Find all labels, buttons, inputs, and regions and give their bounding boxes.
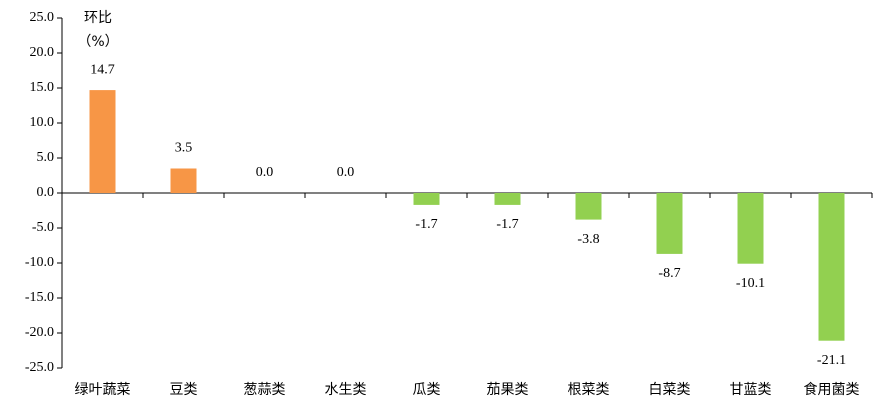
y-tick-label: -5.0	[32, 220, 54, 235]
y-tick-label: -20.0	[25, 325, 54, 340]
x-tick-label: 茄果类	[487, 381, 529, 398]
x-tick-label: 绿叶蔬菜	[75, 382, 131, 398]
bar	[494, 193, 521, 205]
value-label: -8.7	[658, 266, 680, 281]
y-tick-label: 15.0	[30, 80, 55, 95]
value-label: -10.1	[736, 276, 765, 291]
x-tick-label: 白菜类	[649, 382, 691, 398]
x-tick-label: 甘蓝类	[730, 382, 772, 398]
value-label: 0.0	[256, 165, 274, 180]
y-axis-title: 环比	[84, 10, 112, 26]
bar	[737, 193, 764, 264]
x-tick-label: 葱蒜类	[244, 382, 286, 398]
y-tick-label: -10.0	[25, 255, 54, 270]
bar	[575, 193, 602, 220]
x-tick-label: 水生类	[325, 382, 367, 398]
y-tick-label: 5.0	[37, 150, 55, 165]
x-tick-label: 豆类	[170, 382, 198, 398]
y-tick-label: 0.0	[37, 185, 55, 200]
value-label: -1.7	[496, 217, 518, 232]
value-label: -21.1	[817, 353, 846, 368]
value-label: 14.7	[90, 62, 115, 77]
value-label: 3.5	[175, 141, 193, 156]
bar	[656, 193, 683, 254]
bar	[89, 90, 116, 193]
value-label: -1.7	[415, 217, 437, 232]
y-tick-label: -25.0	[25, 360, 54, 375]
x-tick-label: 瓜类	[413, 382, 441, 398]
value-label: 0.0	[337, 165, 355, 180]
x-tick-label: 根菜类	[568, 382, 610, 398]
bar	[413, 193, 440, 205]
value-label: -3.8	[577, 232, 599, 247]
bar	[170, 168, 197, 193]
x-tick-label: 食用菌类	[804, 381, 860, 398]
y-tick-label: 25.0	[30, 10, 55, 25]
y-axis-unit: （%）	[77, 34, 118, 50]
y-tick-label: 20.0	[30, 45, 55, 60]
y-tick-label: 10.0	[30, 115, 55, 130]
y-tick-label: -15.0	[25, 290, 54, 305]
bar	[818, 193, 845, 341]
